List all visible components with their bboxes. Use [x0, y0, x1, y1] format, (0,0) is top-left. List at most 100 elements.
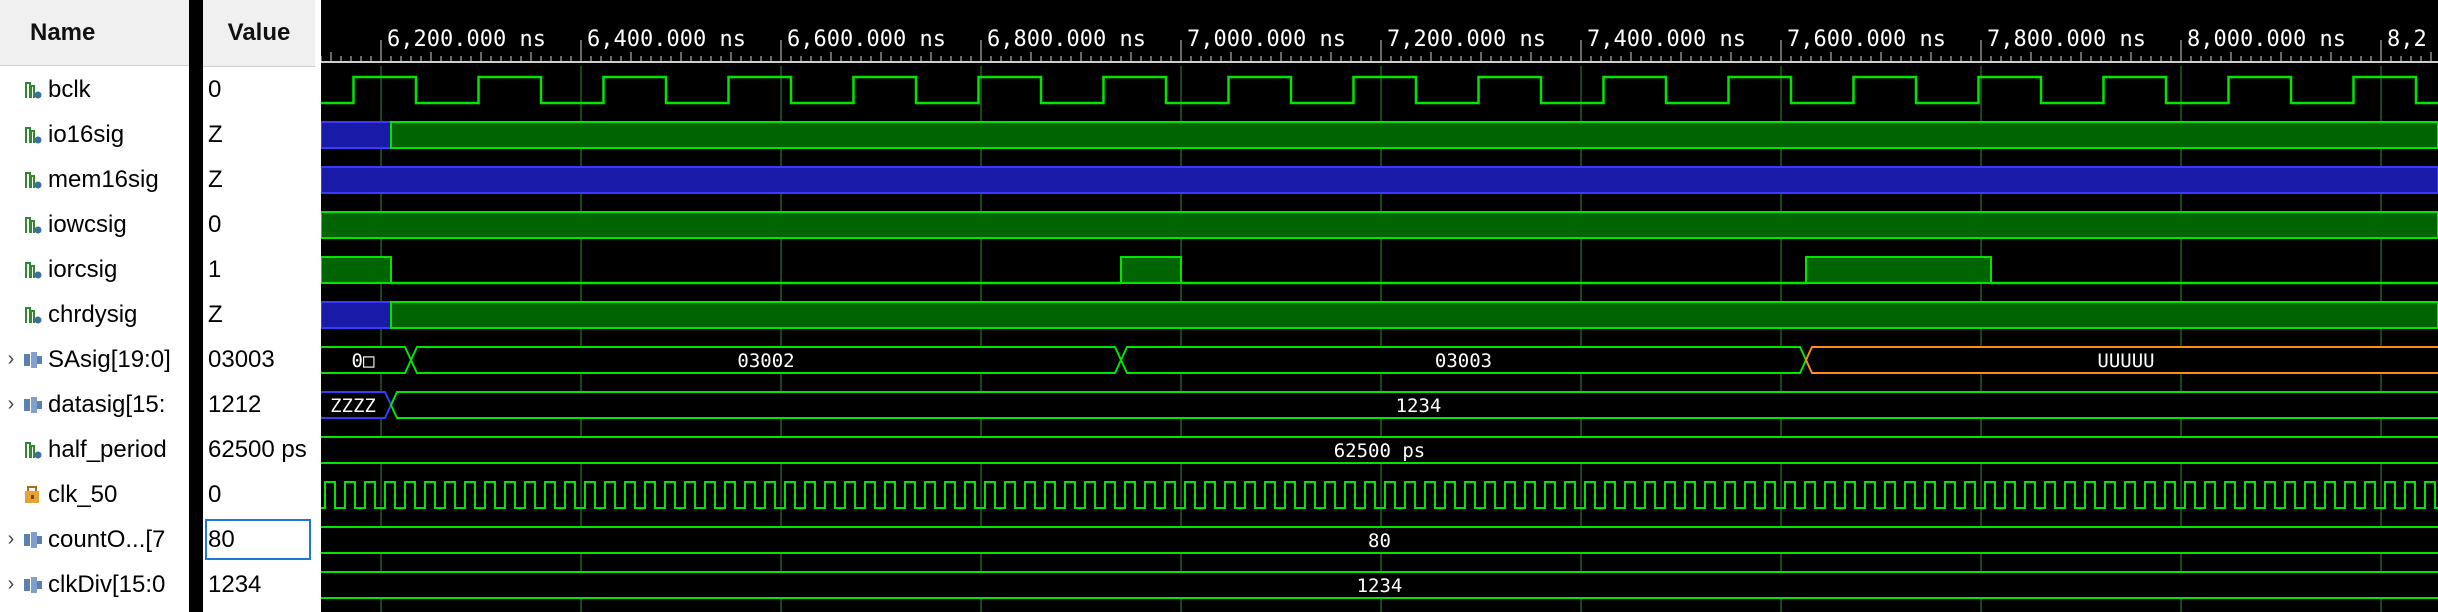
- clk50-wave: [321, 481, 2438, 509]
- signal-name-row[interactable]: › SAsig[19:0]: [0, 337, 189, 382]
- signal-name-row[interactable]: clk_50: [0, 472, 189, 517]
- io16sig-highz: [321, 121, 392, 149]
- io16sig-high: [390, 121, 2438, 149]
- constant-signal-icon: [22, 483, 44, 507]
- signal-value: 03003: [208, 345, 275, 373]
- signal-value-row[interactable]: 1: [203, 247, 315, 292]
- signal-name: chrdysig: [48, 300, 138, 328]
- signal-value: 1212: [208, 390, 262, 418]
- half-period-segment-label: 62500 ps: [1334, 440, 1426, 462]
- bit-signal-icon: [22, 213, 44, 237]
- datasig-segment-label: 1234: [1396, 395, 1442, 417]
- selected-value-box: [205, 519, 311, 560]
- time-label: 7,400.000 ns: [1587, 27, 1746, 52]
- signal-name: clkDiv[15:0: [48, 570, 166, 598]
- expand-chevron-icon[interactable]: ›: [7, 393, 15, 415]
- bus-signal-icon: [22, 348, 44, 372]
- signal-value: 0: [208, 480, 222, 508]
- signal-name: countO...[7: [48, 525, 166, 553]
- signal-name-row[interactable]: › datasig[15:: [0, 382, 189, 427]
- signal-value-row[interactable]: 0: [203, 67, 315, 112]
- bit-signal-icon: [22, 168, 44, 192]
- signal-name: datasig[15:: [48, 390, 166, 418]
- sasig-segment-label: 0□: [352, 350, 375, 372]
- signal-name-row[interactable]: half_period: [0, 427, 189, 472]
- time-label: 7,600.000 ns: [1787, 27, 1946, 52]
- name-column-header[interactable]: Name: [0, 0, 189, 66]
- signal-name: half_period: [48, 435, 167, 463]
- bit-signal-icon: [22, 78, 44, 102]
- signal-value-row[interactable]: 62500 ps: [203, 427, 315, 472]
- time-label: 7,000.000 ns: [1187, 27, 1346, 52]
- signal-name: bclk: [48, 75, 91, 103]
- datasig-segment-label: ZZZZ: [330, 395, 376, 417]
- time-label: 6,800.000 ns: [987, 27, 1146, 52]
- clkdiv-segment-label: 1234: [1357, 575, 1403, 597]
- iowcsig-high: [321, 211, 2438, 239]
- signal-name: iowcsig: [48, 210, 127, 238]
- bus-signal-icon: [22, 393, 44, 417]
- time-label: 7,800.000 ns: [1987, 27, 2146, 52]
- signal-name-row[interactable]: iorcsig: [0, 247, 189, 292]
- sasig-segment-label: UUUUU: [2097, 350, 2154, 372]
- time-label: 6,600.000 ns: [787, 27, 946, 52]
- bit-signal-icon: [22, 438, 44, 462]
- time-label: 6,200.000 ns: [387, 27, 546, 52]
- signal-value: Z: [208, 165, 223, 193]
- time-label: 6,400.000 ns: [587, 27, 746, 52]
- column-splitter[interactable]: [189, 0, 203, 612]
- signal-name-row[interactable]: bclk: [0, 67, 189, 112]
- chrdysig-highz: [321, 301, 392, 329]
- iorcsig-pulse: [1805, 256, 1992, 284]
- datasig-segment: [389, 391, 2438, 419]
- bit-signal-icon: [22, 123, 44, 147]
- bit-signal-icon: [22, 303, 44, 327]
- signal-name-row[interactable]: › clkDiv[15:0: [0, 562, 189, 607]
- iorcsig-pulse: [321, 256, 392, 284]
- time-label: 8,000.000 ns: [2187, 27, 2346, 52]
- signal-value-row[interactable]: 1212: [203, 382, 315, 427]
- signal-name-row[interactable]: › countO...[7: [0, 517, 189, 562]
- mem16sig-highz: [321, 166, 2438, 194]
- signal-value: 1234: [208, 570, 262, 598]
- waveform-canvas[interactable]: 6,200.000 ns 6,400.000 ns 6,600.000 ns 6,80…: [321, 0, 2438, 612]
- signal-value: Z: [208, 120, 223, 148]
- waveform-panel[interactable]: 6,200.000 ns 6,400.000 ns 6,600.000 ns 6,80…: [321, 0, 2438, 612]
- time-label: 7,200.000 ns: [1387, 27, 1546, 52]
- signal-value: 62500 ps: [208, 435, 307, 463]
- expand-chevron-icon[interactable]: ›: [7, 348, 15, 370]
- signal-value-row[interactable]: Z: [203, 292, 315, 337]
- signal-value: 1: [208, 255, 222, 283]
- signal-value-row[interactable]: 0: [203, 202, 315, 247]
- bclk-wave: [321, 75, 2438, 105]
- signal-value-row[interactable]: Z: [203, 157, 315, 202]
- signal-name: io16sig: [48, 120, 125, 148]
- signal-name-row[interactable]: io16sig: [0, 112, 189, 157]
- signal-value-row[interactable]: 80: [203, 517, 315, 562]
- signal-value: 0: [208, 210, 222, 238]
- counto-segment-label: 80: [1368, 530, 1391, 552]
- signal-name-row[interactable]: iowcsig: [0, 202, 189, 247]
- sasig-segment-label: 03003: [1435, 350, 1492, 372]
- iorcsig-pulse: [1120, 256, 1182, 284]
- sasig-segment: [1804, 346, 2438, 374]
- chrdysig-high: [390, 301, 2438, 329]
- signal-name: iorcsig: [48, 255, 118, 283]
- signal-value-row[interactable]: Z: [203, 112, 315, 157]
- signal-name-row[interactable]: mem16sig: [0, 157, 189, 202]
- bit-signal-icon: [22, 258, 44, 282]
- counto-segment: [321, 526, 2438, 554]
- signal-name: clk_50: [48, 480, 118, 508]
- waveform-splitter[interactable]: [315, 0, 321, 612]
- expand-chevron-icon[interactable]: ›: [7, 573, 15, 595]
- signal-value-row[interactable]: 03003: [203, 337, 315, 382]
- signal-value-row[interactable]: 0: [203, 472, 315, 517]
- value-column-header[interactable]: Value: [203, 0, 315, 67]
- bus-signal-icon: [22, 573, 44, 597]
- time-ruler: [321, 0, 2438, 66]
- time-label: 8,2: [2387, 27, 2427, 52]
- expand-chevron-icon[interactable]: ›: [7, 528, 15, 550]
- signal-name-row[interactable]: chrdysig: [0, 292, 189, 337]
- signal-name: mem16sig: [48, 165, 159, 193]
- signal-value-row[interactable]: 1234: [203, 562, 315, 607]
